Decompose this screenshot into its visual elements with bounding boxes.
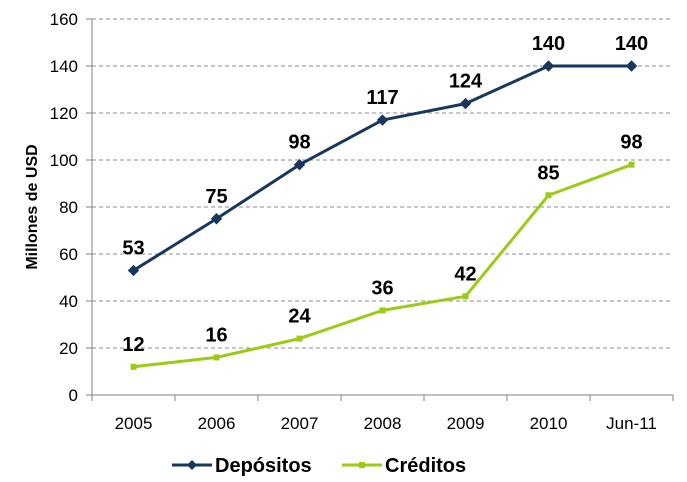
x-tick-label: Jun-11 bbox=[606, 414, 657, 433]
axes: 0 20 40 60 80 100 120 140 160 2005 2006 2007 2008 200… bbox=[50, 10, 674, 433]
data-point-marker bbox=[296, 335, 303, 342]
x-tick-label: 2007 bbox=[281, 414, 319, 433]
data-point-marker bbox=[213, 354, 220, 361]
x-tick-label: 2005 bbox=[115, 414, 153, 433]
legend-marker bbox=[359, 462, 365, 468]
data-point-marker bbox=[210, 213, 223, 225]
data-label: 12 bbox=[122, 334, 144, 356]
data-point-marker bbox=[625, 60, 638, 72]
data-label: 53 bbox=[122, 237, 144, 259]
x-tick-label: 2006 bbox=[198, 414, 236, 433]
y-tick-label: 160 bbox=[50, 10, 78, 29]
data-label: 140 bbox=[615, 33, 648, 55]
data-point-marker bbox=[379, 307, 386, 314]
legend: Depósitos Créditos bbox=[172, 455, 466, 477]
data-label: 124 bbox=[449, 71, 483, 93]
y-tick-label: 100 bbox=[50, 151, 78, 170]
data-point-marker bbox=[542, 60, 555, 72]
y-tick-label: 40 bbox=[59, 292, 78, 311]
y-tick-label: 140 bbox=[50, 57, 78, 76]
y-tick-label: 120 bbox=[50, 104, 78, 123]
x-tick-label: 2008 bbox=[364, 414, 402, 433]
data-point-marker bbox=[376, 114, 389, 126]
data-label: 16 bbox=[205, 324, 227, 346]
legend-marker bbox=[187, 460, 197, 470]
data-label: 75 bbox=[205, 186, 227, 208]
data-point-marker bbox=[130, 363, 137, 370]
data-label: 140 bbox=[532, 33, 565, 55]
x-tick-label: 2009 bbox=[447, 414, 485, 433]
series bbox=[127, 60, 638, 370]
legend-label: Créditos bbox=[385, 455, 466, 477]
data-point-marker bbox=[462, 293, 469, 300]
y-tick-label: 60 bbox=[59, 245, 78, 264]
data-label: 98 bbox=[288, 132, 310, 154]
data-label: 36 bbox=[371, 277, 393, 299]
data-point-marker bbox=[127, 264, 140, 277]
data-labels: 53 75 98 117 124 140 140 12 16 24 36 42 85 98 bbox=[122, 33, 648, 356]
data-label: 117 bbox=[366, 87, 398, 109]
y-axis-label: Millones de USD bbox=[24, 144, 41, 269]
data-label: 24 bbox=[288, 306, 311, 328]
y-tick-label: 80 bbox=[59, 198, 78, 217]
y-tick-label: 0 bbox=[69, 386, 78, 405]
data-label: 42 bbox=[454, 263, 476, 285]
data-label: 98 bbox=[620, 132, 642, 154]
data-point-marker bbox=[459, 97, 472, 110]
x-tick-label: 2010 bbox=[530, 414, 568, 433]
y-tick-label: 20 bbox=[59, 339, 78, 358]
data-label: 85 bbox=[537, 162, 559, 184]
data-point-marker bbox=[545, 192, 552, 199]
data-point-marker bbox=[628, 161, 635, 168]
legend-label: Depósitos bbox=[215, 455, 312, 477]
data-point-marker bbox=[293, 158, 306, 171]
